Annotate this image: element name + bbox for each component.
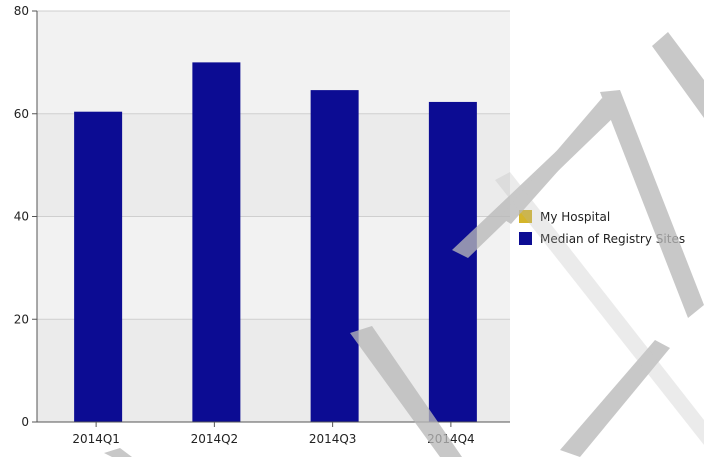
- legend-label: Median of Registry Sites: [540, 232, 685, 246]
- x-axis-ticks: 2014Q1 2014Q2 2014Q3 2014Q4: [72, 422, 475, 446]
- legend-swatch: [519, 210, 532, 223]
- plot-band: [37, 11, 510, 114]
- y-tick-label: 40: [14, 210, 29, 224]
- bar-median-of-registry-sites-2014q3: [310, 90, 359, 423]
- bar-median-of-registry-sites-2014q4: [428, 101, 477, 422]
- bars: [74, 62, 477, 423]
- x-tick-label: 2014Q2: [191, 432, 239, 446]
- y-tick-label: 60: [14, 107, 29, 121]
- watermark-logo: [104, 32, 704, 457]
- y-axis-ticks: 0 20 40 60 80: [14, 4, 37, 429]
- x-tick-label: 2014Q3: [309, 432, 357, 446]
- bar-median-of-registry-sites-2014q1: [74, 111, 123, 422]
- y-tick-label: 20: [14, 312, 29, 326]
- legend-swatch: [519, 232, 532, 245]
- y-tick-label: 80: [14, 4, 29, 18]
- legend-label: My Hospital: [540, 210, 610, 224]
- bar-median-of-registry-sites-2014q2: [192, 62, 241, 422]
- y-tick-label: 0: [21, 415, 29, 429]
- legend: My Hospital Median of Registry Sites: [519, 210, 685, 246]
- x-tick-label: 2014Q1: [72, 432, 120, 446]
